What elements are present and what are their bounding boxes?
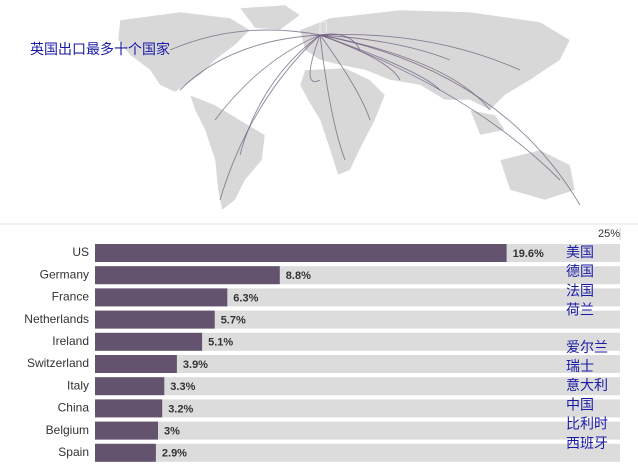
bar: [95, 266, 280, 285]
bar: [95, 443, 156, 462]
y-tick-label: China: [58, 401, 90, 415]
annotation: 西班牙: [566, 436, 608, 452]
bar-track: [95, 310, 620, 329]
value-label: 3.9%: [183, 359, 208, 371]
x-tick-label: 25%: [598, 228, 620, 240]
bar: [95, 332, 203, 351]
world-map: [117, 4, 581, 211]
value-label: 5.7%: [221, 315, 246, 327]
value-label: 6.3%: [233, 292, 258, 304]
bar: [95, 355, 177, 373]
annotation: 荷兰: [566, 303, 594, 319]
bar-track: [95, 399, 620, 418]
y-tick-label: Italy: [67, 378, 89, 392]
bar-track: [95, 443, 620, 462]
bar: [95, 288, 228, 307]
annotation: 意大利: [566, 377, 608, 394]
chart-title: 英国出口最多十个国家: [30, 41, 170, 58]
y-tick-label: France: [52, 290, 90, 304]
value-label: 2.9%: [162, 448, 187, 460]
annotation: 美国: [566, 245, 594, 261]
annotation: 中国: [566, 397, 594, 413]
bar: [95, 421, 158, 440]
value-label: 3.2%: [168, 403, 193, 415]
y-tick-label: US: [72, 245, 89, 259]
annotation: 爱尔兰: [566, 340, 608, 356]
bar-track: [95, 332, 620, 351]
bar: [95, 377, 165, 396]
y-tick-label: Netherlands: [24, 312, 89, 326]
bar-track: [95, 377, 620, 396]
bar: [95, 399, 163, 418]
y-tick-label: Switzerland: [27, 356, 89, 370]
bar-track: [95, 355, 620, 373]
annotation: 德国: [566, 264, 594, 280]
y-tick-label: Spain: [58, 445, 89, 459]
value-label: 3.3%: [170, 381, 195, 393]
value-label: 3%: [164, 426, 180, 438]
bar: [95, 244, 507, 262]
value-label: 19.6%: [513, 248, 544, 260]
bar: [95, 310, 215, 329]
y-tick-label: Ireland: [52, 334, 89, 348]
y-tick-label: Belgium: [46, 423, 89, 437]
annotation: 比利时: [566, 417, 608, 433]
annotation: 法国: [566, 283, 594, 299]
y-tick-label: Germany: [40, 267, 89, 281]
annotation: 瑞士: [566, 359, 594, 375]
bar-track: [95, 421, 620, 440]
value-label: 5.1%: [208, 337, 233, 349]
value-label: 8.8%: [286, 270, 311, 282]
